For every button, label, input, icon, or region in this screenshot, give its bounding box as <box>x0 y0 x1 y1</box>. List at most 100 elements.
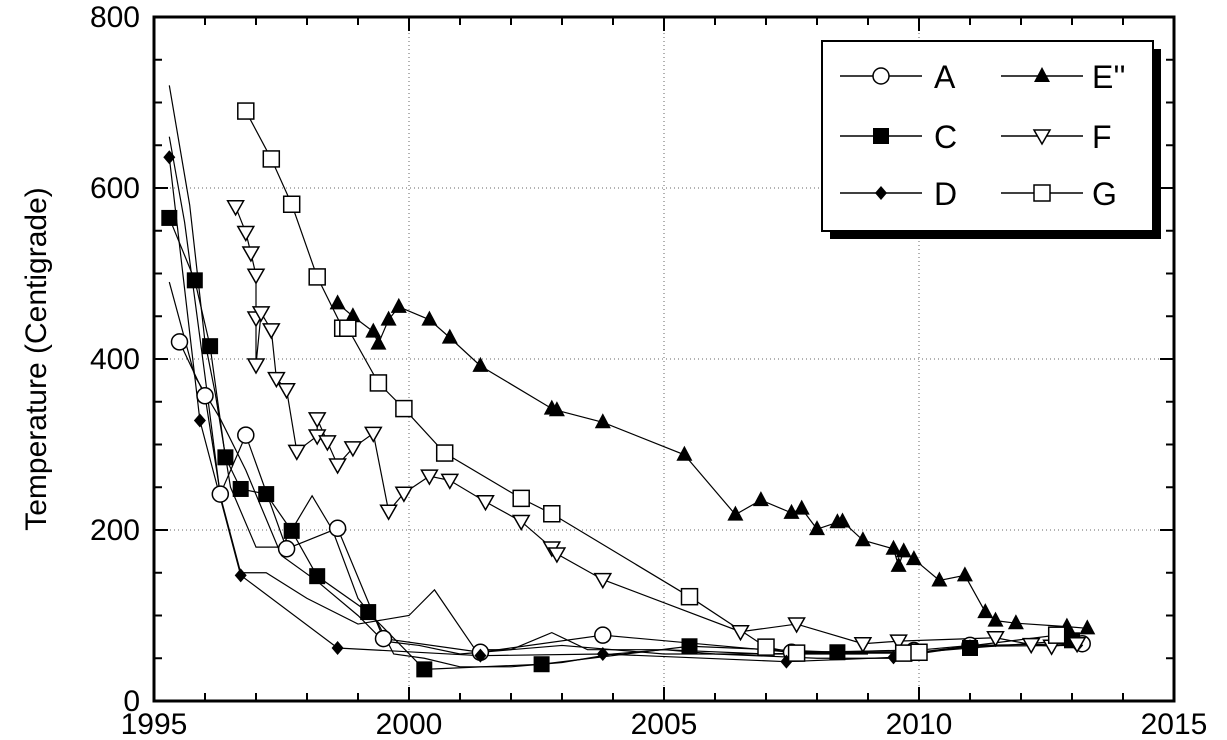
data-point-c <box>283 522 300 539</box>
data-point-f <box>307 412 327 429</box>
legend-marker-a <box>872 67 890 85</box>
ticks-layer <box>153 16 1175 702</box>
data-point-g <box>894 644 913 662</box>
legend-marker-d <box>875 186 887 200</box>
data-point-f <box>328 458 347 475</box>
data-point-a <box>277 540 296 558</box>
data-point-e <box>380 310 397 326</box>
data-point-g <box>757 638 775 656</box>
data-point-e <box>370 334 387 350</box>
data-point-d <box>234 568 247 583</box>
data-point-e <box>1007 614 1024 630</box>
data-point-f <box>251 306 271 323</box>
data-point-f <box>1021 637 1041 655</box>
series-line-f <box>235 206 1078 647</box>
legend-label-e: E'' <box>1092 59 1126 95</box>
data-point-g <box>369 374 388 392</box>
data-point-e <box>1079 619 1096 635</box>
x-tick-label: 2000 <box>376 708 443 740</box>
tick-labels-layer: 1995 2000 2005 2010 2015 0 200 400 600 800 <box>90 1 1207 740</box>
y-tick-label: 800 <box>90 1 140 34</box>
data-point-c <box>416 661 433 678</box>
data-point-f <box>593 572 613 590</box>
data-point-g <box>282 195 301 213</box>
data-point-e <box>594 413 611 429</box>
legend-marker-c <box>873 128 889 144</box>
data-point-e <box>344 307 361 323</box>
data-point-e <box>895 542 912 558</box>
data-point-e <box>931 571 948 587</box>
data-point-c <box>533 656 550 673</box>
unlabeled-line <box>168 136 868 655</box>
series-line-c <box>168 217 1073 670</box>
data-point-f <box>236 225 256 242</box>
data-point-c <box>161 209 178 226</box>
y-tick-label: 600 <box>90 172 140 205</box>
series-line-e <box>337 302 1088 629</box>
data-point-f <box>226 200 245 217</box>
data-point-e <box>548 401 565 417</box>
data-point-g <box>395 399 413 418</box>
data-point-e <box>890 556 907 572</box>
data-point-e <box>441 328 458 344</box>
data-point-c <box>186 272 203 289</box>
legend-label-c: C <box>934 119 957 155</box>
legend-marker-e <box>1034 67 1050 82</box>
data-point-g <box>1047 626 1066 644</box>
data-point-f <box>547 547 567 564</box>
data-point-f <box>287 444 307 461</box>
data-point-c <box>232 480 249 497</box>
data-point-c <box>202 338 219 355</box>
data-point-d <box>596 646 609 661</box>
data-point-d <box>474 648 487 663</box>
legend-label-g: G <box>1092 176 1117 212</box>
data-point-g <box>308 268 326 286</box>
data-point-e <box>956 566 973 582</box>
y-axis-label: Temperature (Centigrade) <box>20 187 53 531</box>
data-point-e <box>727 505 744 521</box>
data-point-e <box>472 356 489 372</box>
data-point-f <box>318 435 337 452</box>
data-point-f <box>476 495 495 512</box>
data-point-a <box>374 629 393 648</box>
data-point-e <box>676 445 693 461</box>
data-point-g <box>237 102 255 120</box>
data-point-f <box>241 246 261 263</box>
data-point-g <box>435 444 454 462</box>
data-point-f <box>394 486 414 503</box>
data-point-e <box>834 512 851 528</box>
data-point-e <box>421 310 438 326</box>
x-tick-label: 1995 <box>121 708 188 740</box>
unlabeled-line <box>168 281 920 655</box>
data-point-c <box>829 644 846 661</box>
data-point-g <box>512 489 530 508</box>
legend-marker-f <box>1032 129 1052 146</box>
legend: A E'' C F D G <box>821 40 1161 239</box>
data-point-d <box>331 640 344 655</box>
legend-marker-g <box>1033 184 1051 202</box>
data-point-f <box>267 371 286 389</box>
legend-label-d: D <box>934 176 957 212</box>
data-point-f <box>889 634 908 651</box>
data-point-e <box>752 491 769 507</box>
data-point-a <box>196 387 214 405</box>
data-point-e <box>885 539 902 555</box>
data-point-f <box>440 473 460 490</box>
data-point-f <box>853 636 873 654</box>
data-point-a <box>328 519 347 538</box>
data-point-a <box>594 626 612 644</box>
data-point-f <box>379 504 398 521</box>
data-point-e <box>329 294 346 310</box>
data-point-g <box>339 319 357 337</box>
data-point-a <box>211 485 230 503</box>
data-point-c <box>258 486 275 503</box>
data-point-f <box>731 624 750 642</box>
data-point-e <box>977 603 994 619</box>
data-point-g <box>680 587 699 606</box>
data-point-f <box>246 358 266 375</box>
data-point-e <box>987 611 1004 627</box>
data-point-d <box>964 639 976 654</box>
x-tick-label: 2015 <box>1141 708 1208 740</box>
data-point-e <box>809 520 825 536</box>
